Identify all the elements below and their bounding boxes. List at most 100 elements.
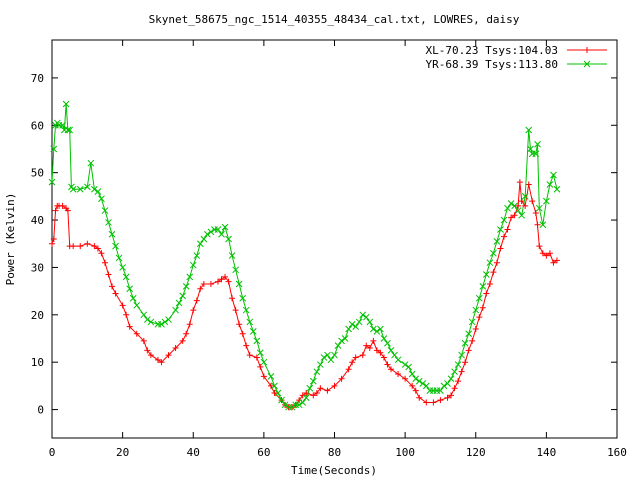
data-point-x	[550, 171, 557, 179]
data-point-x	[408, 370, 416, 378]
data-point-x	[553, 185, 561, 193]
data-point-plus	[504, 226, 511, 233]
data-point-plus	[497, 245, 504, 252]
data-point-x	[115, 254, 123, 262]
data-point-x	[105, 219, 112, 226]
data-point-plus	[515, 202, 522, 209]
y-tick-label: 40	[31, 214, 44, 227]
data-point-plus	[64, 207, 71, 214]
data-point-x	[218, 230, 225, 238]
data-point-x	[281, 401, 289, 409]
data-point-x	[235, 280, 243, 288]
data-point-x	[532, 150, 540, 158]
data-point-plus	[349, 359, 356, 366]
data-point-plus	[516, 179, 523, 186]
data-point-plus	[409, 382, 416, 389]
data-point-plus	[84, 240, 91, 247]
data-point-x	[539, 221, 547, 229]
data-point-plus	[490, 269, 497, 276]
data-point-x	[182, 283, 190, 290]
y-tick-label: 60	[31, 119, 44, 132]
data-point-x	[147, 318, 155, 326]
data-point-plus	[529, 198, 536, 205]
data-point-x	[207, 228, 215, 236]
series-1	[49, 179, 560, 411]
data-point-plus	[243, 342, 250, 349]
data-point-x	[175, 299, 183, 307]
data-point-x	[387, 346, 395, 354]
data-point-x	[341, 335, 349, 342]
data-point-x	[401, 361, 409, 368]
data-point-x	[497, 226, 504, 233]
x-tick-label: 20	[116, 446, 129, 459]
data-point-plus	[109, 283, 116, 290]
data-point-plus	[550, 259, 557, 266]
data-point-plus	[101, 259, 108, 266]
data-point-plus	[239, 330, 246, 337]
data-point-x	[377, 325, 384, 333]
x-axis-label: Time(Seconds)	[291, 464, 377, 477]
data-point-plus	[472, 326, 479, 333]
data-point-plus	[271, 389, 278, 396]
data-point-plus	[317, 385, 324, 392]
data-point-x	[422, 382, 430, 390]
y-axis-label: Power (Kelvin)	[4, 193, 17, 286]
data-point-plus	[222, 273, 229, 280]
x-tick-label: 140	[536, 446, 556, 459]
data-point-plus	[299, 392, 306, 399]
data-point-x	[158, 320, 165, 328]
data-point-x	[200, 235, 208, 243]
y-tick-label: 0	[37, 404, 44, 417]
data-point-x	[214, 226, 222, 233]
data-point-plus	[59, 202, 66, 209]
data-point-plus	[144, 347, 151, 354]
data-point-plus	[338, 375, 345, 382]
data-point-x	[320, 354, 328, 361]
data-point-plus	[476, 314, 483, 321]
y-tick-label: 70	[31, 72, 44, 85]
x-tick-label: 100	[395, 446, 415, 459]
data-point-plus	[267, 382, 274, 389]
data-point-plus	[359, 352, 366, 359]
data-point-x	[493, 238, 501, 245]
x-tick-label: 80	[328, 446, 341, 459]
data-point-plus	[214, 278, 221, 285]
data-point-plus	[511, 212, 518, 219]
data-point-plus	[50, 236, 57, 242]
data-point-plus	[172, 344, 179, 351]
data-point-x	[59, 121, 66, 129]
data-point-x	[193, 252, 201, 259]
data-point-plus	[416, 394, 423, 401]
data-point-plus	[366, 344, 373, 351]
data-point-x	[186, 273, 194, 281]
y-tick-label: 10	[31, 356, 44, 369]
data-point-x	[451, 368, 458, 376]
data-point-plus	[584, 47, 590, 53]
data-point-x	[394, 356, 402, 364]
data-point-x	[133, 301, 141, 309]
data-point-plus	[363, 342, 370, 349]
data-point-plus	[98, 250, 105, 257]
data-point-x	[76, 185, 84, 193]
data-point-x	[461, 339, 469, 347]
data-point-plus	[525, 181, 532, 188]
data-point-x	[345, 325, 352, 333]
data-point-x	[228, 252, 236, 259]
x-axis: 0 20 40 60 80 100 120 140 160	[49, 40, 627, 459]
data-point-x	[196, 240, 204, 248]
data-point-x	[232, 266, 239, 274]
data-point-x	[91, 185, 98, 193]
data-point-plus	[260, 373, 267, 380]
data-point-plus	[518, 198, 525, 205]
data-point-x	[444, 380, 451, 387]
data-point-x	[359, 311, 367, 319]
data-point-x	[543, 197, 550, 205]
data-point-x	[83, 183, 91, 191]
data-point-plus	[105, 271, 112, 278]
data-point-plus	[218, 276, 225, 283]
data-point-x	[161, 318, 169, 326]
data-point-x	[126, 285, 134, 293]
data-point-x	[384, 339, 391, 347]
data-point-plus	[536, 243, 543, 250]
